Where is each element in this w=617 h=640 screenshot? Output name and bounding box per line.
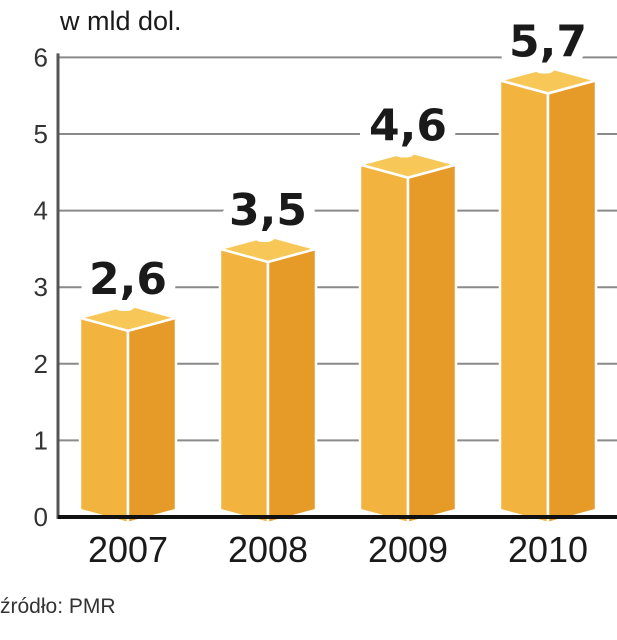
x-tick-label: 2009 [368,529,448,570]
bar-side-2007 [126,316,178,525]
bar-side-2010 [546,79,598,525]
bar-front-2009 [358,163,410,525]
data-label: 3,5 [229,185,307,236]
y-tick-label: 1 [34,425,48,455]
bar-top-2010 [498,66,598,95]
y-tick-label: 4 [34,196,48,226]
x-tick-label: 2010 [508,529,588,570]
unit-label: w mld dol. [59,6,182,36]
bar-front-2010 [498,79,550,525]
y-axis-ticks: 0 1 2 3 4 5 6 [34,42,48,532]
x-tick-label: 2007 [88,529,168,570]
bar-side-2009 [406,163,458,525]
y-tick-label: 5 [34,119,48,149]
bar-top-2008 [218,234,318,264]
data-labels: 2,6 3,5 4,6 5,7 [78,5,598,315]
bar-top-2007 [78,303,178,333]
bar-top-2009 [358,150,458,179]
y-tick-label: 2 [34,349,48,379]
bar-front-2007 [78,316,130,525]
y-tick-label: 0 [34,502,48,532]
y-tick-label: 3 [34,272,48,302]
y-tick-label: 6 [34,42,48,72]
bar-side-2008 [266,247,318,525]
data-label: 2,6 [89,254,167,305]
data-label: 4,6 [369,101,447,152]
bars [78,66,598,525]
data-label: 5,7 [509,16,587,67]
bar-front-2008 [218,247,270,525]
x-tick-label: 2008 [228,529,308,570]
x-axis-labels: 2007 2008 2009 2010 [88,529,588,570]
source-note: źródło: PMR [0,595,116,618]
